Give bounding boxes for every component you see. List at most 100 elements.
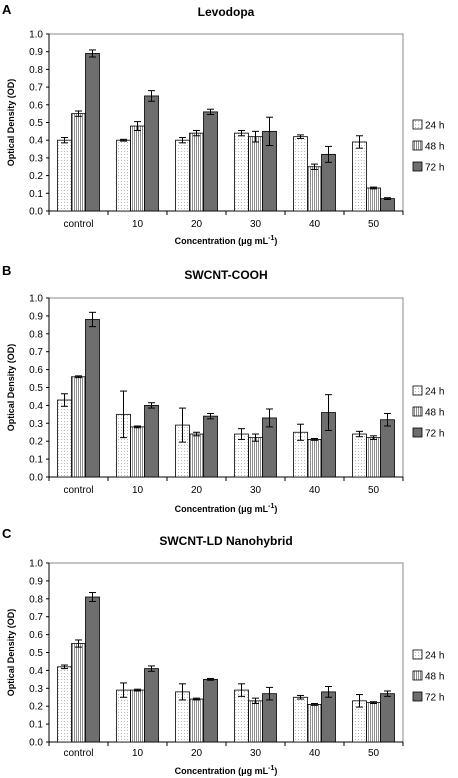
y-tick-label: 0.7 [29,83,43,94]
bar [248,437,263,478]
bar [71,376,86,478]
bar [144,404,159,478]
y-tick-label: 0.3 [29,419,43,430]
legend-label: 24 h [425,121,444,132]
legend-label: 24 h [425,651,444,662]
y-tick-label: 1.0 [29,559,43,570]
bar [293,136,308,212]
x-tick-label: 10 [132,748,144,759]
y-axis-label: Optical Density (OD) [6,609,16,697]
bar [71,643,86,743]
x-tick-label: control [63,219,93,230]
x-tick-label: 40 [309,748,321,759]
y-tick-label: 0.8 [29,65,43,76]
legend-label: 72 h [425,693,444,704]
x-tick-label: 40 [309,219,321,230]
y-tick-label: 0.9 [29,311,43,322]
bar [293,696,308,743]
x-axis-label: Concentration (μg mL-1) [175,765,278,776]
x-axis-label: Concentration (μg mL-1) [175,235,278,246]
y-tick-label: 0.7 [29,612,43,623]
y-tick-label: 0.6 [29,365,43,376]
x-axis-label: Concentration (μg mL-1) [175,503,278,514]
y-tick-label: 1.0 [29,294,43,305]
legend-swatch [412,406,423,417]
y-tick-label: 0.5 [29,648,43,659]
bar [248,700,263,743]
bar [352,433,367,478]
chart-title: SWCNT-LD Nanohybrid [159,534,292,548]
bar [307,166,322,212]
legend-swatch [412,161,423,172]
x-tick-label: 30 [250,219,262,230]
bar [189,433,204,478]
x-axis-label-sup: -1 [268,503,274,510]
bar [130,125,145,212]
bar [234,689,249,743]
x-axis-label-main: Concentration (μg mL [175,504,269,514]
x-axis-label-sup: -1 [268,235,274,242]
bar [248,136,263,212]
plot-frame [48,297,404,478]
x-tick-label: 50 [368,748,380,759]
x-axis-label-main: Concentration (μg mL [175,236,269,246]
y-tick-label: 0.2 [29,702,43,713]
y-tick-label: 0.4 [29,136,43,147]
y-tick-label: 0.0 [29,473,43,484]
chart-title: SWCNT-COOH [184,268,267,282]
legend-swatch [412,119,423,130]
x-tick-label: 20 [191,748,203,759]
bar [203,678,218,743]
x-axis-label-end: ) [274,766,277,776]
bar [144,668,159,743]
bar [57,399,72,478]
x-axis-label-end: ) [274,504,277,514]
x-axis-label-end: ) [274,236,277,246]
chart-title: Levodopa [198,5,255,19]
y-tick-label: 0.7 [29,347,43,358]
bar [189,132,204,212]
y-tick-label: 0.8 [29,594,43,605]
x-tick-label: control [63,748,93,759]
bar [380,419,395,478]
y-tick-label: 0.3 [29,153,43,164]
y-tick-label: 0.5 [29,383,43,394]
bar [130,426,145,478]
bar [71,113,86,212]
bar [57,139,72,212]
bar [85,53,100,212]
bar [366,702,381,743]
bar [203,111,218,212]
legend-label: 48 h [425,408,444,419]
legend-label: 72 h [425,163,444,174]
legend-label: 48 h [425,672,444,683]
bar [321,153,336,212]
bar [234,132,249,212]
bar [57,666,72,743]
bar [116,689,131,743]
bar [189,698,204,743]
y-tick-label: 1.0 [29,30,43,41]
x-tick-label: 40 [309,485,321,496]
y-tick-label: 0.1 [29,455,43,466]
y-tick-label: 0.2 [29,437,43,448]
x-tick-label: control [63,485,93,496]
bar [144,95,159,212]
plot-frame [48,562,404,743]
bar [321,691,336,743]
x-tick-label: 30 [250,748,262,759]
legend-swatch [412,385,423,396]
bar [234,433,249,478]
x-tick-label: 10 [132,485,144,496]
legend-label: 24 h [425,387,444,398]
bar [85,596,100,743]
legend-swatch [412,649,423,660]
y-tick-label: 0.9 [29,576,43,587]
bar [380,198,395,212]
bar [366,437,381,478]
bar [307,439,322,478]
y-tick-label: 0.4 [29,401,43,412]
bar [130,689,145,743]
y-tick-label: 0.2 [29,171,43,182]
